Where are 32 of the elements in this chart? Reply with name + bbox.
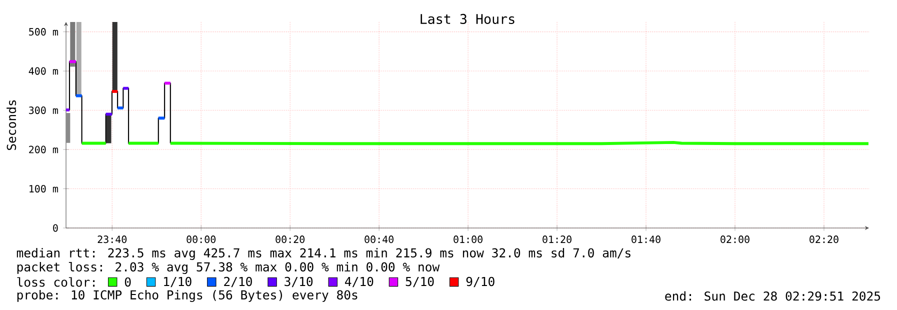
x-tick-label: 01:40 [632, 236, 660, 244]
legend-label: 1/10 [164, 276, 192, 288]
x-tick-label: 00:20 [276, 236, 304, 244]
legend-label: 4/10 [345, 276, 374, 288]
bar [76, 22, 82, 95]
legend-label: 3/10 [284, 276, 313, 288]
text: packet loss: 2.03 % avg 57.38 % max 0.00 % min 0.00 % now [17, 262, 440, 274]
bar [70, 22, 76, 67]
y-tick-label: 0 [53, 224, 58, 232]
x-tick-label: 02:20 [810, 236, 838, 244]
y-tick-label: 300 m [29, 106, 58, 114]
text: median rtt: 223.5 ms avg 425.7 ms max 214.1 ms min 215.9 ms now 32.0 ms sd 7.0 am/s [16, 248, 630, 260]
text: probe: 10 ICMP Echo Pings (56 Bytes) every 80s [17, 290, 358, 302]
legend-label: 0 [124, 277, 131, 287]
legend-label: 5/10 [406, 276, 434, 288]
legend-label: 9/10 [466, 276, 494, 288]
y-tick-label: 200 m [29, 146, 58, 154]
x-tick-label: 02:00 [720, 236, 750, 244]
x-tick-label: 00:00 [186, 236, 216, 244]
legend-label: 2/10 [224, 276, 252, 288]
x-tick-label: 23:40 [98, 236, 127, 244]
bar [112, 22, 118, 92]
y-axis-title: Seconds [6, 100, 16, 150]
chart-title: Last 3 Hours [420, 14, 514, 24]
legend-title: loss color: [17, 277, 95, 287]
x-tick-label: 00:40 [364, 236, 394, 244]
text: end: Sun Dec 28 02:29:51 2025 [665, 291, 880, 301]
y-tick-label: 500 m [29, 28, 58, 36]
x-tick-label: 01:20 [542, 236, 572, 244]
y-tick-label: 100 m [30, 184, 58, 193]
x-tick-label: 01:00 [454, 236, 482, 244]
y-tick-label: 400 m [28, 67, 58, 75]
